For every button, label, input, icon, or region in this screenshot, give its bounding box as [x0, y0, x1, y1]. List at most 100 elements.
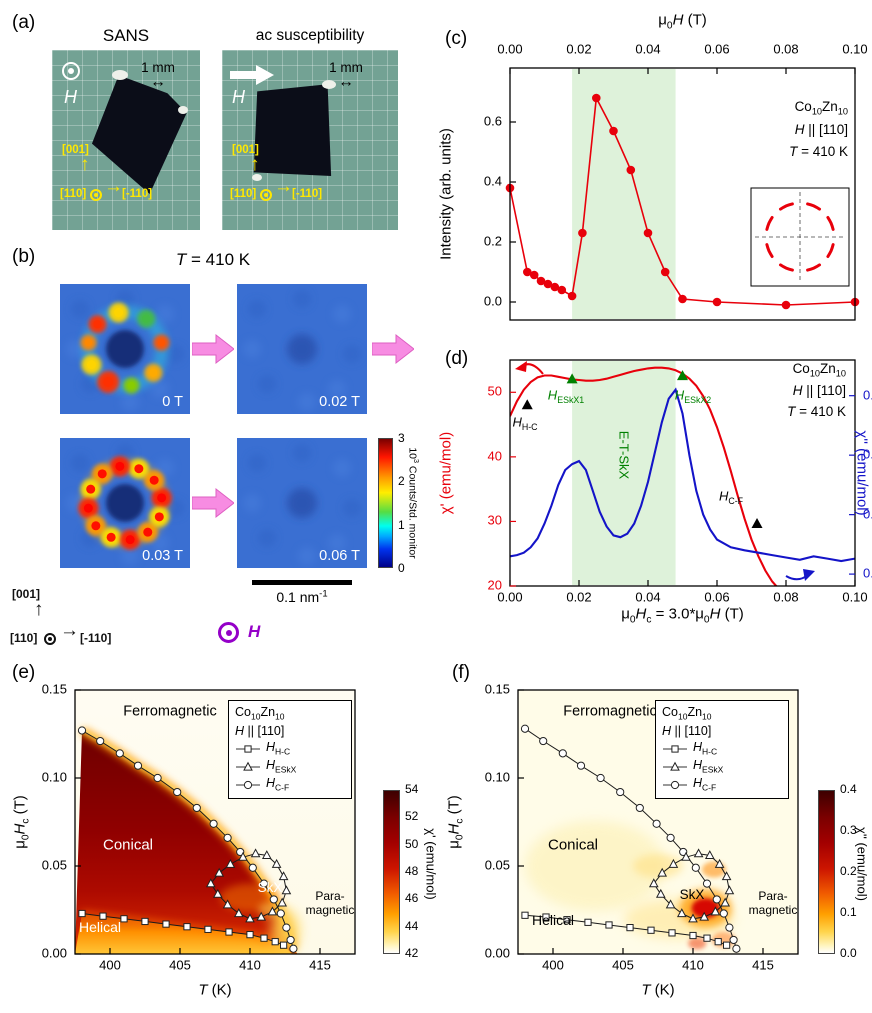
- helical-region-fill: [75, 913, 292, 954]
- panel-label-f: (f): [452, 662, 470, 683]
- panel-e: (e) 400 405 410 415 0.00 0.05 0.10 0.15 T (K) μ0H…: [6, 652, 440, 1013]
- svg-circle: [258, 529, 276, 547]
- field-value-label: 0 T: [162, 394, 183, 410]
- region-label: SkX: [679, 887, 705, 903]
- sans-image-0p06T: 0.06 T: [237, 438, 367, 568]
- circle-marker: [192, 803, 201, 813]
- circle-marker: [670, 780, 680, 789]
- svg-circle: [91, 521, 101, 531]
- svg-circle: [149, 475, 159, 485]
- colorbar-tick-label: 0.0: [840, 946, 857, 961]
- panel-label-b: (b): [12, 246, 36, 267]
- data-point: [592, 93, 601, 103]
- x-tick-label: 0.06: [704, 589, 730, 605]
- triangle-marker: [222, 899, 233, 909]
- annotation: T = 410 K: [789, 144, 848, 160]
- sans-arc-segment: [779, 263, 794, 272]
- up-arrow-icon: ↑: [34, 599, 44, 620]
- circle-marker: [209, 819, 218, 828]
- data-point: [529, 270, 539, 280]
- y-tick-label: 0.05: [41, 857, 67, 873]
- plot-frame: [517, 689, 799, 955]
- double-arrow-icon: ↔: [338, 73, 354, 91]
- svg-circle: [103, 377, 114, 387]
- circle-marker: [558, 749, 567, 758]
- field-marker-triangle: [521, 399, 533, 410]
- data-point: [626, 165, 636, 175]
- colorbar-tick-label: 46: [405, 891, 419, 906]
- data-point: [678, 294, 687, 304]
- circle-marker: [153, 773, 162, 783]
- circle-marker: [712, 895, 721, 904]
- square-marker: [671, 745, 679, 753]
- y-tick-label: 0.6: [483, 113, 502, 129]
- field-label: H: [232, 87, 245, 107]
- panel-d-plot: [509, 359, 856, 587]
- panel-label-d: (d): [445, 348, 469, 369]
- beamstop: [287, 334, 317, 364]
- circle-marker: [96, 736, 105, 746]
- x-axis-label: μ0H (T): [658, 11, 707, 32]
- field-value-label: 0.02 T: [319, 394, 360, 410]
- square-marker-icon: [663, 745, 687, 753]
- svg-circle: [157, 493, 167, 503]
- triangle-marker: [214, 867, 225, 877]
- region-label: Conical: [547, 836, 599, 854]
- panel-a: (a) SANS ac susceptibility H 1 mm ↔ [001…: [0, 0, 430, 240]
- data-point: [536, 276, 546, 286]
- sans-arc-segment: [806, 263, 821, 272]
- svg-circle: [106, 532, 116, 542]
- beamstop: [287, 488, 317, 518]
- square-marker: [521, 911, 529, 919]
- axis-110-label: [110]: [60, 188, 87, 200]
- eskx-band: [572, 361, 676, 585]
- square-marker: [246, 931, 254, 939]
- sans-arc-segment: [806, 202, 821, 211]
- square-marker: [162, 920, 170, 928]
- photo-title-acs: ac susceptibility: [255, 26, 365, 44]
- triangle-marker: [212, 888, 223, 898]
- svg-circle: [156, 305, 174, 323]
- data-point: [543, 279, 553, 289]
- region-label: SkX: [257, 880, 283, 896]
- flow-arrow-icon: [192, 487, 234, 519]
- axis-m110-label: [-110]: [292, 188, 323, 200]
- svg-ellipse: [525, 821, 665, 911]
- legend: Co10Zn10 H || [110] HH-C HESkX HC-F: [228, 700, 352, 799]
- legend-entry: HESkX: [235, 758, 345, 776]
- right-arrow-icon: →: [274, 176, 293, 197]
- field-value-label: 0.03 T: [142, 548, 183, 564]
- y-left-tick-label: 40: [487, 448, 502, 464]
- colorbar-tick-label: 50: [405, 836, 419, 851]
- legend-entry-label: HH-C: [693, 740, 718, 757]
- data-point: [567, 291, 577, 301]
- svg-circle: [333, 305, 351, 323]
- legend-entry-label: HC-F: [693, 776, 717, 793]
- triangle-marker: [721, 871, 732, 881]
- circle-marker: [77, 726, 87, 735]
- circle-marker: [635, 803, 644, 813]
- circle-marker: [243, 780, 253, 789]
- triangle-marker: [256, 911, 267, 921]
- y-axis-label-left: χ' (emu/mol): [437, 431, 455, 515]
- panel-d: (d) 0.00 0.02 0.04 0.06 0.08 0.10 20 30 40 50 0.0 0…: [430, 340, 872, 648]
- svg-circle: [97, 469, 107, 479]
- colorbar-tick-label: 42: [405, 946, 419, 961]
- legend-entry-label: HH-C: [266, 740, 291, 757]
- annotation: Co10Zn10: [794, 98, 848, 117]
- sans-detector-image: [60, 438, 190, 568]
- annotation: H || [110]: [792, 383, 846, 399]
- x-tick-label: 0.00: [497, 589, 523, 605]
- square-marker-icon: [236, 745, 260, 753]
- legend-entry-label: HC-F: [266, 776, 290, 793]
- colorbar: [818, 790, 835, 954]
- panel-label-e: (e): [12, 662, 36, 683]
- panel-label-c: (c): [445, 28, 468, 49]
- x-tick-label: 0.02: [566, 589, 592, 605]
- sans-arc-segment: [826, 243, 835, 258]
- field-value-label: 0.06 T: [319, 548, 360, 564]
- svg-circle: [328, 534, 346, 552]
- svg-circle: [86, 484, 96, 494]
- triangle-marker: [277, 897, 288, 907]
- y-right-tick-label: 0.2: [863, 446, 872, 462]
